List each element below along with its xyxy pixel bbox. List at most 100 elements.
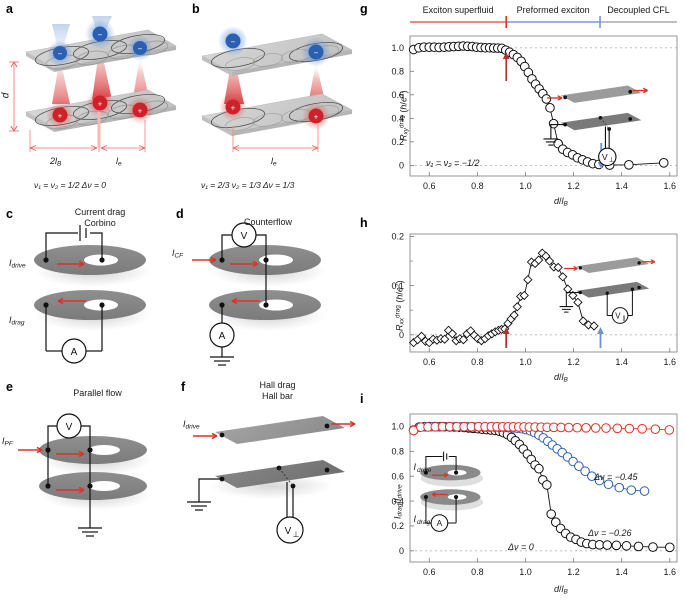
panel-i-label: i — [360, 392, 364, 406]
svg-text:1.0: 1.0 — [519, 567, 532, 577]
svg-text:+: + — [231, 104, 236, 113]
svg-text:A: A — [437, 518, 443, 528]
svg-text:drag: drag — [417, 519, 431, 526]
svg-text:drive: drive — [417, 467, 432, 474]
svg-text:0.6: 0.6 — [423, 181, 436, 191]
svg-text:1.6: 1.6 — [664, 181, 677, 191]
svg-text:V: V — [615, 311, 621, 320]
svg-text:1.2: 1.2 — [567, 357, 580, 367]
panel-a-length-2lb: 2lB — [50, 156, 62, 168]
panel-d-circuit: V A — [192, 222, 326, 366]
panel-a-diagram: − − − + — [9, 16, 177, 152]
svg-text:Preformed exciton: Preformed exciton — [517, 5, 590, 15]
panel-f-title: Hall drag Hall bar — [259, 380, 296, 402]
panel-e-title: Parallel flow — [73, 388, 122, 398]
panel-f-label: f — [181, 380, 186, 394]
panel-c-circuit: A — [34, 225, 151, 364]
svg-text:Δν = −0.26: Δν = −0.26 — [587, 528, 632, 538]
panel-h-xlabel: d/lB — [554, 372, 568, 384]
svg-text:−: − — [314, 49, 319, 58]
panel-i: i 0.6 0.8 1.0 1.2 1.4 1.6 0 0.2 0.4 0.6 0.8 1.0 Δν =… — [358, 388, 685, 600]
svg-text:1.0: 1.0 — [519, 357, 532, 367]
svg-text:0.6: 0.6 — [391, 90, 404, 100]
panel-b: b — [188, 0, 368, 200]
svg-text:1.0: 1.0 — [519, 181, 532, 191]
svg-text:0: 0 — [399, 161, 404, 171]
panel-b-length-le: le — [271, 156, 277, 168]
panel-g-xlabel: d/lB — [554, 196, 568, 208]
panel-c-title: Current drag Corbino — [74, 207, 126, 229]
panel-b-diagram: − − + + — [201, 26, 353, 152]
panel-f-idrive-label: Idrive — [183, 419, 200, 431]
panel-c-idrive-label: Idrive — [9, 258, 26, 270]
svg-text:0.8: 0.8 — [391, 447, 404, 457]
panel-f-circuit: V ⊥ — [187, 416, 356, 544]
panel-b-label: b — [192, 2, 200, 16]
panel-f-voltmeter-sub: ⊥ — [293, 530, 300, 539]
panel-e-label: e — [6, 380, 13, 394]
panel-a-length-le: le — [116, 156, 122, 168]
svg-text:Δν = −0.45: Δν = −0.45 — [593, 472, 639, 482]
svg-text:I: I — [413, 462, 416, 472]
svg-text:V: V — [602, 152, 608, 162]
panel-c-ammeter-label: A — [71, 347, 78, 358]
svg-text:−: − — [98, 31, 103, 40]
svg-text:⊥: ⊥ — [609, 157, 615, 164]
panel-g-ylabel: Rxydrag (h/e2) — [398, 90, 410, 142]
svg-text:0.6: 0.6 — [391, 471, 404, 481]
panel-f-voltmeter-label: V — [285, 526, 292, 537]
svg-text:Δν = 0: Δν = 0 — [507, 542, 534, 552]
svg-text:1.0: 1.0 — [391, 43, 404, 53]
svg-text:+: + — [98, 100, 103, 109]
svg-text:+: + — [58, 112, 63, 121]
svg-text:1.4: 1.4 — [615, 181, 628, 191]
svg-text:0.8: 0.8 — [391, 66, 404, 76]
svg-text:0: 0 — [399, 546, 404, 556]
panel-a-label: a — [6, 2, 13, 16]
svg-text:−: − — [58, 50, 63, 59]
svg-text:−: − — [138, 45, 143, 54]
svg-text:1.2: 1.2 — [567, 181, 580, 191]
panel-a-filling-equation: ν₁ = ν₂ = 1/2 Δν = 0 — [34, 180, 107, 190]
svg-text:0.4: 0.4 — [391, 496, 404, 506]
panel-d: d Counterflow V — [170, 205, 355, 380]
panel-h-label: h — [360, 216, 368, 230]
svg-text:1.4: 1.4 — [615, 567, 628, 577]
svg-text:Exciton superfluid: Exciton superfluid — [423, 5, 494, 15]
panel-g-chart: 0.6 0.8 1.0 1.2 1.4 1.6 0 0.2 0.4 0.6 0.8 1.0 Excito… — [391, 5, 678, 191]
svg-text:0.8: 0.8 — [471, 357, 484, 367]
svg-text:0.2: 0.2 — [391, 521, 404, 531]
svg-text:0.1: 0.1 — [391, 281, 404, 291]
panel-d-title: Counterflow — [243, 217, 293, 227]
panel-i-chart: 0.6 0.8 1.0 1.2 1.4 1.6 0 0.2 0.4 0.6 0.8 1.0 Δν = −… — [391, 413, 678, 577]
panel-d-ammeter-label: A — [219, 331, 226, 342]
panel-h-chart: 0.6 0.8 1.0 1.2 1.4 1.6 0 0.1 0.2 V ∥ — [391, 232, 678, 367]
panel-e: e Parallel flow V — [0, 378, 185, 558]
svg-text:1.4: 1.4 — [615, 357, 628, 367]
svg-text:0: 0 — [399, 330, 404, 340]
svg-text:ν₁ = ν₂ = −1/2: ν₁ = ν₂ = −1/2 — [426, 158, 480, 168]
svg-text:Decoupled CFL: Decoupled CFL — [607, 5, 670, 15]
svg-text:0.8: 0.8 — [471, 181, 484, 191]
panel-d-label: d — [176, 207, 184, 221]
panel-a-depth-label: d — [0, 92, 12, 99]
svg-text:0.4: 0.4 — [391, 114, 404, 124]
panel-i-xlabel: d/lB — [554, 584, 568, 596]
panel-e-circuit: V — [18, 413, 152, 537]
panel-e-ipf-label: IPF — [2, 436, 13, 448]
svg-text:0.6: 0.6 — [423, 357, 436, 367]
svg-text:0.2: 0.2 — [391, 137, 404, 147]
panel-g-label: g — [360, 2, 368, 16]
svg-text:0.6: 0.6 — [423, 567, 436, 577]
svg-text:+: + — [138, 107, 143, 116]
panel-c-idrag-label: Idrag — [9, 315, 25, 327]
panel-c: c Current drag Corbino — [0, 205, 185, 380]
panel-g: g 0.6 0.8 1.0 1.2 1.4 1.6 0 0.2 0.4 0.6 0.8 1.0 Exci… — [358, 0, 685, 212]
panel-e-voltmeter-label: V — [66, 422, 73, 433]
panel-d-voltmeter-label: V — [241, 231, 248, 242]
panel-h: h 0.6 0.8 1.0 1.2 1.4 1.6 0 0.1 0.2 V ∥ Rxxdrag (h… — [358, 212, 685, 388]
panel-f: f Hall drag Hall bar — [175, 378, 365, 558]
panel-c-label: c — [6, 207, 13, 221]
svg-text:1.0: 1.0 — [391, 422, 404, 432]
svg-text:1.2: 1.2 — [567, 567, 580, 577]
